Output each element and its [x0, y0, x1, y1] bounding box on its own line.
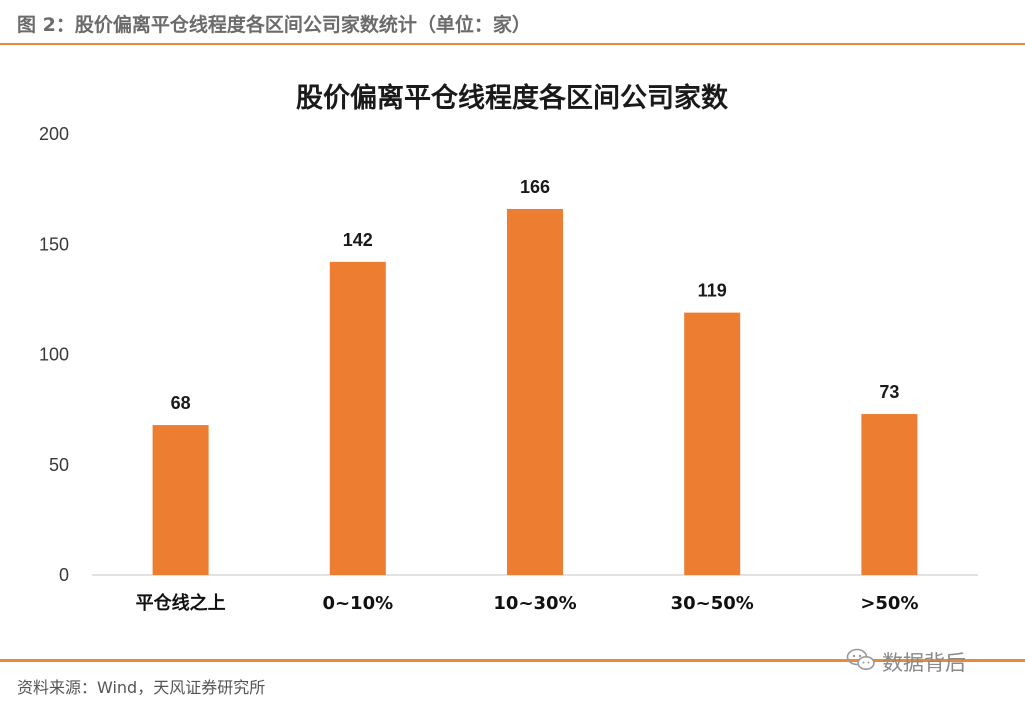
wechat-icon [846, 647, 876, 678]
x-axis-ticks: 平仓线之上 0~10% 10~30% 30~50% >50% [136, 592, 919, 614]
bar [152, 425, 209, 575]
chart-title: 股价偏离平仓线程度各区间公司家数 [296, 82, 729, 114]
bar-chart: 股价偏离平仓线程度各区间公司家数 0 50 100 150 200 68 142 166 11… [39, 82, 978, 614]
data-label: 166 [520, 177, 550, 197]
x-tick-label: 平仓线之上 [136, 592, 226, 614]
x-tick-label: 30~50% [671, 593, 754, 614]
bars-group [152, 208, 918, 575]
top-divider [0, 43, 1025, 45]
data-label: 73 [879, 382, 899, 402]
y-tick-label: 0 [59, 565, 69, 585]
data-labels-group: 68 142 166 119 73 [171, 177, 900, 413]
data-label: 68 [171, 393, 191, 413]
source-note: 资料来源：Wind，天风证券研究所 [17, 678, 266, 697]
watermark-text: 数据背后 [882, 651, 966, 675]
bar [684, 312, 741, 575]
bar [861, 414, 918, 575]
bar [329, 261, 386, 575]
y-tick-label: 200 [39, 124, 69, 144]
bottom-divider [0, 659, 1025, 662]
bar [507, 208, 563, 575]
y-tick-label: 150 [39, 234, 69, 254]
y-tick-label: 50 [49, 455, 69, 475]
x-tick-label: 0~10% [322, 593, 393, 614]
y-axis-ticks: 0 50 100 150 200 [39, 124, 69, 585]
x-tick-label: >50% [860, 593, 918, 614]
data-label: 119 [698, 281, 727, 301]
watermark: 数据背后 [846, 644, 966, 680]
data-label: 142 [343, 230, 373, 250]
figure-caption: 图 2：股价偏离平仓线程度各区间公司家数统计（单位：家） [17, 14, 531, 36]
x-tick-label: 10~30% [493, 593, 576, 614]
y-tick-label: 100 [39, 345, 69, 365]
